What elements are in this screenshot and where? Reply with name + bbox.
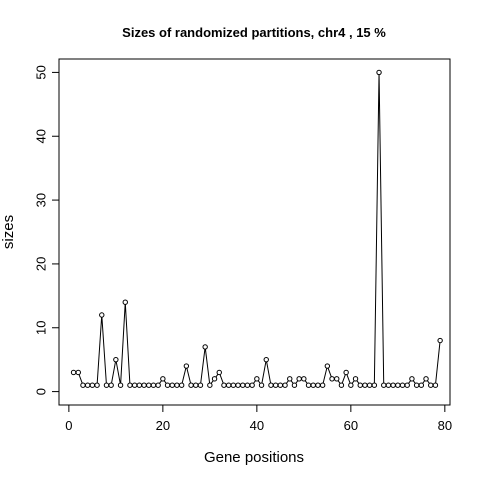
data-point	[348, 382, 354, 388]
data-point	[315, 382, 321, 388]
data-point	[117, 382, 124, 388]
data-point	[249, 382, 255, 388]
data-point	[89, 382, 96, 388]
data-point	[268, 382, 274, 388]
data-point	[221, 382, 227, 388]
data-point	[329, 376, 335, 382]
data-point	[310, 382, 316, 388]
data-point	[150, 382, 157, 388]
data-point	[385, 382, 392, 388]
data-point	[366, 382, 373, 388]
data-point	[136, 382, 143, 388]
data-point	[254, 376, 260, 382]
data-point	[155, 382, 161, 388]
data-point	[183, 363, 190, 369]
data-point	[338, 382, 345, 388]
x-axis-label: Gene positions	[204, 449, 304, 466]
y-tick-label: 10	[33, 321, 48, 335]
data-point	[216, 369, 222, 376]
plot-frame	[58, 58, 451, 406]
y-tick-label: 30	[33, 193, 48, 207]
series-line	[73, 72, 441, 387]
y-tick-label: 40	[33, 129, 48, 143]
data-point	[399, 382, 406, 388]
data-point	[230, 382, 237, 388]
data-point	[174, 382, 180, 388]
y-tick-label: 0	[33, 388, 48, 395]
data-point	[193, 382, 199, 388]
data-point	[160, 376, 166, 382]
data-point	[334, 376, 340, 382]
data-point	[211, 376, 218, 382]
data-point	[99, 312, 105, 318]
data-point	[146, 382, 152, 388]
data-point	[70, 369, 77, 376]
data-point	[291, 382, 298, 388]
data-point	[263, 356, 269, 363]
x-tick-label: 60	[344, 418, 358, 433]
data-point	[188, 382, 194, 388]
data-point	[164, 382, 171, 388]
data-point	[80, 382, 86, 388]
data-point	[277, 382, 284, 388]
data-point	[423, 376, 429, 382]
data-point	[352, 376, 359, 382]
data-point	[169, 382, 175, 388]
data-point	[122, 299, 128, 305]
series	[70, 69, 443, 388]
data-point	[362, 382, 368, 388]
data-point	[301, 376, 307, 382]
data-point	[258, 382, 265, 388]
data-point	[272, 382, 279, 388]
data-point	[75, 369, 81, 376]
data-point	[371, 382, 378, 388]
data-point	[202, 344, 208, 350]
data-point	[404, 382, 410, 388]
data-point	[343, 369, 349, 376]
data-point	[197, 382, 204, 388]
data-point	[357, 382, 363, 388]
data-point	[287, 376, 293, 382]
data-point	[437, 337, 443, 344]
data-point	[103, 382, 110, 388]
y-tick-label: 20	[33, 257, 48, 271]
data-point	[381, 382, 387, 388]
y-tick-label: 50	[33, 65, 48, 79]
x-tick-label: 40	[250, 418, 264, 433]
data-point	[127, 382, 133, 388]
chart-title: Sizes of randomized partitions, chr4 , 1…	[122, 25, 386, 40]
data-point	[244, 382, 251, 388]
y-axis-label: sizes	[0, 215, 17, 249]
data-point	[296, 376, 302, 382]
y-axis: 0 10 20 30 40 50	[33, 65, 60, 395]
data-point	[94, 382, 100, 388]
data-point	[432, 382, 439, 388]
data-point	[141, 382, 147, 388]
x-tick-label: 20	[156, 418, 170, 433]
data-point	[305, 382, 312, 388]
data-point	[225, 382, 232, 388]
data-point	[428, 382, 434, 388]
data-point	[108, 382, 114, 388]
data-point	[240, 382, 246, 388]
data-point	[324, 363, 331, 369]
data-point	[235, 382, 241, 388]
data-point	[84, 382, 91, 388]
data-point	[418, 382, 425, 388]
x-tick-label: 80	[438, 418, 452, 433]
data-point	[207, 382, 213, 388]
x-tick-label: 0	[65, 418, 72, 433]
data-point	[319, 382, 326, 388]
data-point	[390, 382, 396, 388]
x-axis: 0 20 40 60 80	[65, 404, 452, 433]
data-point	[409, 376, 415, 382]
data-point	[131, 382, 138, 388]
data-point	[178, 382, 185, 388]
data-point	[395, 382, 401, 388]
data-point	[113, 356, 119, 363]
data-point	[282, 382, 288, 388]
data-point	[376, 69, 382, 76]
data-point	[413, 382, 420, 388]
